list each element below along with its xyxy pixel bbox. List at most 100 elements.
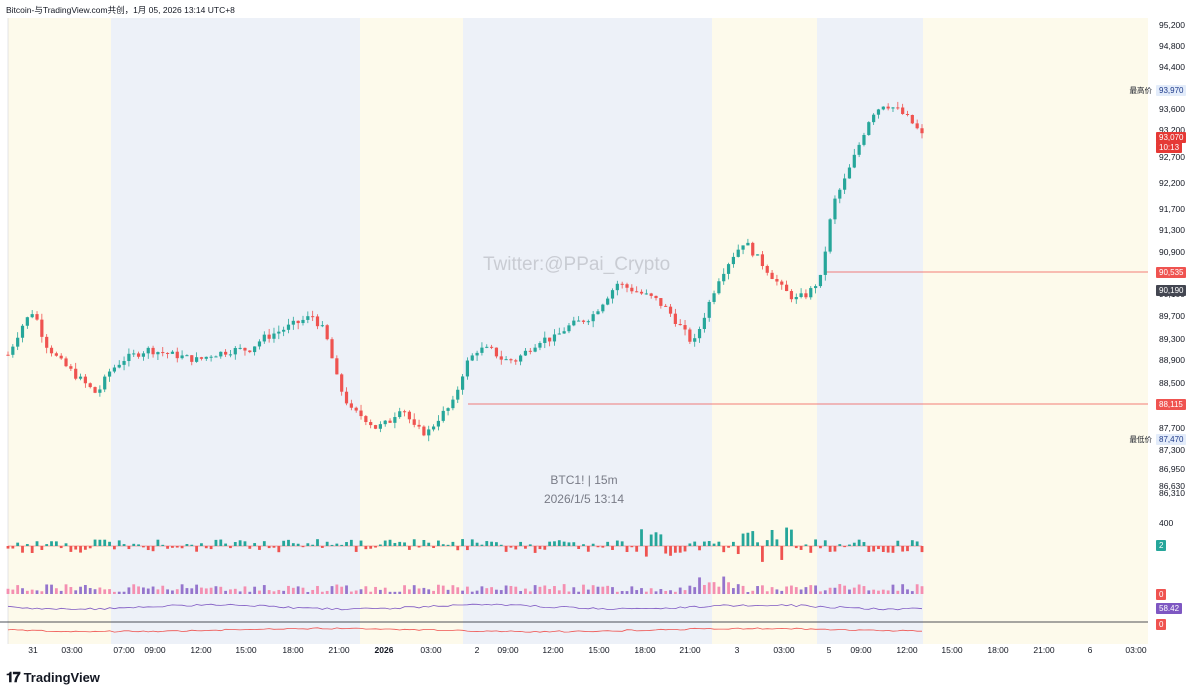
candle-body	[693, 338, 697, 342]
osc-bar	[572, 587, 576, 594]
osc-bar	[316, 585, 319, 594]
volume-bar	[910, 540, 914, 546]
osc-bar	[214, 586, 218, 594]
volume-bar	[524, 546, 527, 549]
volume-bar	[538, 546, 542, 550]
time-tick-label: 15:00	[235, 645, 257, 655]
price-tick-label: 93,600	[1159, 104, 1185, 114]
candle-body	[88, 383, 92, 388]
candle-body	[74, 368, 78, 379]
volume-bar	[751, 531, 755, 546]
session-band	[923, 18, 1148, 644]
ind3-value-label: 0	[1156, 619, 1167, 630]
osc-bar	[30, 589, 34, 594]
volume-bar	[528, 544, 532, 546]
candle-body	[20, 325, 25, 338]
time-tick-label: 03:00	[420, 645, 442, 655]
candle-body	[11, 346, 15, 355]
tradingview-logo[interactable]: 𝟏𝟕 TradingView	[6, 669, 100, 686]
volume-bar	[161, 544, 165, 546]
volume-bar	[780, 546, 784, 560]
volume-bar	[804, 544, 808, 546]
volume-tick-label: 400	[1159, 518, 1173, 528]
osc-bar	[557, 590, 561, 594]
volume-bar	[6, 546, 10, 549]
osc-bar	[35, 590, 39, 594]
candle-body	[340, 374, 344, 392]
osc-bar	[156, 589, 160, 594]
session-shading	[0, 18, 1148, 644]
candle-body	[480, 347, 484, 353]
high-value-label: 93,970	[1156, 85, 1187, 96]
volume-bar	[620, 541, 624, 546]
candle-body	[751, 242, 755, 256]
volume-bar	[485, 541, 489, 546]
volume-bar	[896, 540, 900, 546]
candle-body	[141, 353, 146, 357]
time-tick-label: 21:00	[328, 645, 350, 655]
osc-bar	[528, 591, 532, 594]
volume-bar	[809, 546, 813, 553]
volume-bar	[814, 539, 818, 546]
dark-price-label: 90,190	[1156, 285, 1187, 296]
volume-bar	[828, 546, 832, 552]
tradingview-logo-text: TradingView	[23, 670, 100, 685]
candle-body	[489, 346, 494, 348]
candle-body	[402, 411, 407, 413]
price-tick-label: 86,630	[1159, 481, 1185, 491]
candle-body	[107, 371, 112, 377]
osc-bar	[185, 588, 189, 594]
osc-bar	[108, 589, 111, 594]
candle-body	[175, 351, 179, 359]
volume-bar	[388, 539, 392, 546]
volume-bar	[557, 540, 561, 546]
volume-bar	[132, 543, 136, 546]
countdown-label: 10:13	[1156, 142, 1183, 153]
volume-bar	[475, 542, 479, 546]
osc-bar	[606, 585, 610, 594]
high-tag: 最高价	[1129, 86, 1153, 95]
osc-bar	[611, 587, 614, 594]
candle-body	[775, 278, 779, 282]
volume-bar	[112, 546, 116, 550]
osc-bar	[790, 585, 793, 594]
osc-bar	[359, 589, 363, 594]
volume-bar	[819, 546, 822, 549]
osc-bar	[891, 584, 895, 594]
osc-bar	[809, 585, 813, 594]
osc-bar	[838, 584, 842, 594]
osc-bar	[296, 586, 300, 594]
osc-bar	[731, 588, 735, 594]
candle-body	[688, 329, 692, 342]
osc-bar	[514, 586, 518, 594]
volume-bar	[137, 544, 140, 546]
volume-bar	[422, 539, 426, 546]
osc-bar	[480, 586, 484, 594]
watermark-text: Twitter:@PPai_Crypto	[483, 254, 671, 275]
candle-body	[325, 325, 329, 340]
volume-bar	[848, 544, 851, 546]
osc-bar	[601, 586, 605, 594]
volume-bar	[567, 542, 571, 546]
osc-bar	[248, 591, 252, 594]
volume-bar	[69, 546, 73, 552]
candle-body	[427, 429, 431, 436]
candle-body	[475, 352, 479, 356]
candle-body	[277, 331, 281, 334]
volume-bar	[262, 541, 266, 546]
osc-bar	[780, 590, 784, 594]
time-tick-label: 18:00	[634, 645, 656, 655]
volume-bar	[374, 546, 377, 548]
osc-bar	[814, 585, 818, 594]
candle-body	[867, 122, 871, 135]
osc-bar	[229, 589, 232, 594]
osc-bar	[200, 587, 203, 594]
candle-body	[712, 293, 716, 302]
candle-body	[291, 320, 295, 325]
volume-bar	[654, 532, 658, 546]
price-tick-label: 93,200	[1159, 125, 1185, 135]
osc-bar	[204, 588, 208, 594]
candles	[6, 101, 924, 442]
volume-bar	[35, 541, 39, 546]
